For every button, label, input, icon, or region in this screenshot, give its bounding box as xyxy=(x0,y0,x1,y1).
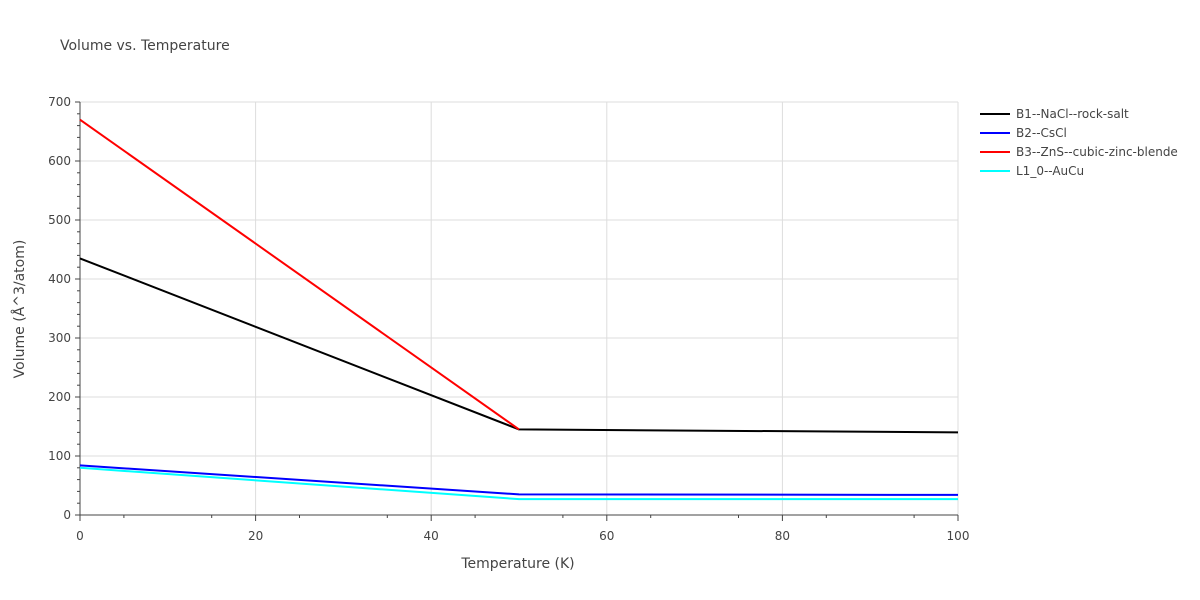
series-line-4 xyxy=(79,466,958,501)
series-line-2 xyxy=(79,464,959,496)
legend-label: B1--NaCl--rock-salt xyxy=(1016,107,1129,121)
legend-label: B3--ZnS--cubic-zinc-blende xyxy=(1016,145,1178,159)
x-tick-label: 80 xyxy=(775,529,790,543)
legend[interactable]: B1--NaCl--rock-salt B2--CsCl B3--ZnS--cubi… xyxy=(980,107,1178,178)
x-tick-label: 60 xyxy=(599,529,614,543)
grid xyxy=(80,101,959,515)
legend-label: L1_0--AuCu xyxy=(1016,164,1084,178)
x-axis-title: Temperature (K) xyxy=(460,556,574,572)
x-tick-label: 0 xyxy=(76,529,84,543)
y-tick-label: 100 xyxy=(48,449,71,463)
y-tick-label: 200 xyxy=(48,390,71,404)
legend-item-2[interactable]: B2--CsCl xyxy=(980,126,1067,140)
x-tick-label: 20 xyxy=(248,529,263,543)
y-tick-label: 400 xyxy=(48,272,71,286)
axes: 0 20 40 60 80 100 0 100 200 300 400 500 600 700 xyxy=(48,95,969,543)
x-tick-label: 100 xyxy=(947,529,970,543)
y-tick-label: 700 xyxy=(48,95,71,109)
series-lines xyxy=(79,118,959,501)
y-tick-label: 0 xyxy=(63,508,71,522)
y-tick-label: 600 xyxy=(48,154,71,168)
series-line-3 xyxy=(79,118,520,431)
chart-title: Volume vs. Temperature xyxy=(60,38,230,54)
legend-item-3[interactable]: B3--ZnS--cubic-zinc-blende xyxy=(980,145,1178,159)
y-tick-label: 300 xyxy=(48,331,71,345)
y-axis-title: Volume (Å^3/atom) xyxy=(11,240,28,379)
legend-item-4[interactable]: L1_0--AuCu xyxy=(980,164,1084,178)
series-line-1 xyxy=(79,257,959,434)
legend-item-1[interactable]: B1--NaCl--rock-salt xyxy=(980,107,1129,121)
x-tick-label: 40 xyxy=(424,529,439,543)
legend-label: B2--CsCl xyxy=(1016,126,1067,140)
y-tick-label: 500 xyxy=(48,213,71,227)
